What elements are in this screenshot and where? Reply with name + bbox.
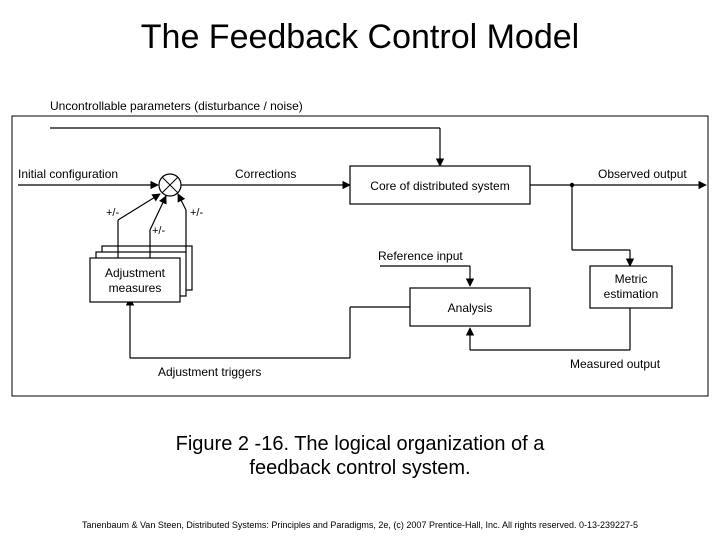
label-measured: Measured output [570, 357, 661, 371]
caption-line-1: Figure 2 -16. The logical organization o… [176, 433, 545, 455]
label-pm3: +/- [190, 207, 203, 219]
caption-line-2: feedback control system. [249, 457, 470, 479]
label-observed: Observed output [598, 167, 687, 181]
feedback-diagram: Uncontrollable parameters (disturbance /… [10, 90, 710, 400]
node-analysis: Analysis [448, 301, 493, 315]
node-adj-1: Adjustment [105, 266, 166, 280]
slide-title: The Feedback Control Model [0, 18, 720, 57]
label-corrections: Corrections [235, 167, 296, 181]
node-adj-2: measures [109, 281, 162, 295]
label-pm2: +/- [152, 225, 165, 237]
copyright-credit: Tanenbaum & Van Steen, Distributed Syste… [0, 520, 720, 530]
label-uncontrollable: Uncontrollable parameters (disturbance /… [50, 99, 303, 113]
label-pm1: +/- [106, 207, 119, 219]
node-metric-2: estimation [604, 287, 659, 301]
label-initial-config: Initial configuration [18, 167, 118, 181]
label-reference: Reference input [378, 249, 463, 263]
node-metric-1: Metric [615, 272, 648, 286]
node-core: Core of distributed system [370, 179, 509, 193]
label-triggers: Adjustment triggers [158, 365, 261, 379]
figure-caption: Figure 2 -16. The logical organization o… [0, 432, 720, 480]
